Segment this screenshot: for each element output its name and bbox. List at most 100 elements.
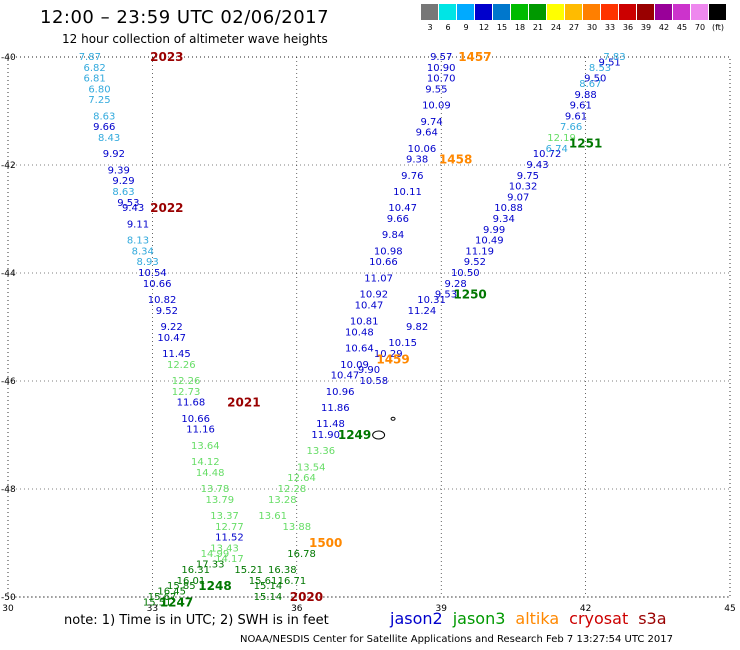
- wave-height-label: 13.88: [282, 522, 311, 533]
- footnote: note: 1) Time is in UTC; 2) SWH is in fe…: [64, 613, 329, 628]
- wave-height-label: 10.70: [427, 74, 456, 85]
- colorbar-label: 21: [532, 23, 544, 32]
- pass-time-label: 2022: [150, 201, 183, 215]
- colorbar-label: 12: [478, 23, 490, 32]
- y-tick-label: -50: [1, 593, 16, 603]
- wave-height-label: 13.79: [205, 495, 234, 506]
- colorbar-swatch: [583, 4, 600, 20]
- wave-height-label: 10.90: [427, 63, 456, 74]
- wave-height-label: 9.22: [161, 322, 183, 333]
- wave-height-label: 11.48: [316, 419, 345, 430]
- wave-height-label: 9.43: [526, 160, 548, 171]
- wave-height-label: 16.31: [181, 565, 210, 576]
- wave-height-label: 9.66: [93, 122, 115, 133]
- wave-height-label: 12.28: [278, 484, 307, 495]
- wave-height-label: 9.92: [103, 149, 125, 160]
- colorbar-swatch: [655, 4, 672, 20]
- colorbar-swatch: [547, 4, 564, 20]
- wave-height-label: 10.09: [340, 360, 369, 371]
- wave-height-label: 10.06: [408, 144, 437, 155]
- wave-height-label: 8.34: [132, 246, 154, 257]
- wave-height-label: 8.53: [589, 63, 611, 74]
- colorbar-label: 45: [676, 23, 688, 32]
- wave-height-label: 10.29: [374, 349, 403, 360]
- wave-height-label: 11.19: [465, 246, 494, 257]
- colorbar-swatch: [439, 4, 456, 20]
- wave-height-label: 9.52: [464, 257, 486, 268]
- colorbar-label: 9: [463, 23, 469, 32]
- pass-time-label: 1248: [198, 579, 231, 593]
- wave-height-label: 11.16: [186, 425, 215, 436]
- legend-item-cryosat: cryosat: [569, 609, 629, 628]
- wave-height-label: 10.50: [451, 268, 480, 279]
- colorbar-swatch: [529, 4, 546, 20]
- wave-height-label: 6.80: [88, 84, 110, 95]
- wave-height-label: 8.63: [93, 111, 115, 122]
- colorbar-swatch: [601, 4, 618, 20]
- wave-height-label: 10.58: [359, 376, 388, 387]
- wave-height-label: 9.52: [156, 306, 178, 317]
- wave-height-label: 13.36: [307, 446, 336, 457]
- wave-height-label: 9.82: [406, 322, 428, 333]
- x-tick-label: 45: [724, 604, 735, 614]
- credit-line: NOAA/NESDIS Center for Satellite Applica…: [240, 634, 673, 645]
- wave-height-label: 9.50: [584, 74, 606, 85]
- wave-height-label: 13.28: [268, 495, 297, 506]
- wave-height-label: 9.84: [382, 230, 404, 241]
- wave-height-label: 7.25: [88, 95, 110, 106]
- colorbar-swatch: [619, 4, 636, 20]
- y-tick-label: -40: [1, 53, 16, 63]
- wave-height-label: 11.90: [311, 430, 340, 441]
- wave-height-label: 13.78: [201, 484, 230, 495]
- wave-height-label: 10.47: [388, 203, 417, 214]
- wave-height-label: 8.63: [112, 187, 134, 198]
- wave-height-label: 9.61: [565, 111, 587, 122]
- legend-item-jason3: jason3: [452, 609, 506, 628]
- wave-height-label: 10.31: [417, 295, 446, 306]
- wave-height-label: 10.47: [355, 300, 384, 311]
- colorbar-swatch: [475, 4, 492, 20]
- wave-height-label: 11.86: [321, 403, 350, 414]
- wave-height-label: 10.72: [533, 149, 562, 160]
- pass-time-label: 1457: [458, 50, 491, 64]
- island-outline: [372, 430, 386, 440]
- wave-height-label: 10.81: [350, 317, 379, 328]
- colorbar-label: 6: [445, 23, 451, 32]
- wave-height-label: 12.77: [215, 522, 244, 533]
- wave-height-label: 10.66: [181, 414, 210, 425]
- wave-height-label: 15.85: [167, 581, 196, 592]
- wave-height-label: 12.73: [172, 387, 201, 398]
- wave-height-label: 13.43: [210, 543, 239, 554]
- plot-frame: [7, 56, 731, 598]
- wave-height-label: 9.39: [108, 165, 130, 176]
- wave-height-label: 6.74: [546, 144, 568, 155]
- colorbar-label: 39: [640, 23, 652, 32]
- legend-item-jason2: jason2: [390, 609, 443, 628]
- wave-height-label: 12.19: [547, 133, 576, 144]
- wave-height-label: 9.64: [416, 128, 438, 139]
- pass-time-label: 1250: [453, 288, 486, 302]
- colorbar-label: 27: [568, 23, 580, 32]
- wave-height-label: 14.12: [191, 457, 220, 468]
- colorbar-label: 36: [622, 23, 634, 32]
- colorbar-label: 33: [604, 23, 616, 32]
- islet-outline: [390, 416, 396, 421]
- wave-height-label: 11.07: [364, 273, 393, 284]
- colorbar-swatch: [565, 4, 582, 20]
- x-tick-label: 39: [435, 604, 447, 614]
- wave-height-label: 10.47: [331, 371, 360, 382]
- wave-height-label: 13.54: [297, 462, 326, 473]
- wave-height-label: 15.14: [254, 581, 283, 592]
- wave-height-label: 9.88: [574, 90, 596, 101]
- colorbar-label: (ft): [711, 23, 725, 32]
- wave-height-label: 10.64: [345, 344, 374, 355]
- wave-height-label: 9.51: [599, 57, 621, 68]
- colorbar-swatch: [493, 4, 510, 20]
- wave-height-label: 6.82: [84, 63, 106, 74]
- colorbar-swatch: [691, 4, 708, 20]
- wave-height-label: 16.01: [177, 576, 206, 587]
- y-tick-label: -42: [1, 161, 16, 171]
- pass-time-label: 1251: [569, 136, 602, 150]
- colorbar-label: 15: [496, 23, 508, 32]
